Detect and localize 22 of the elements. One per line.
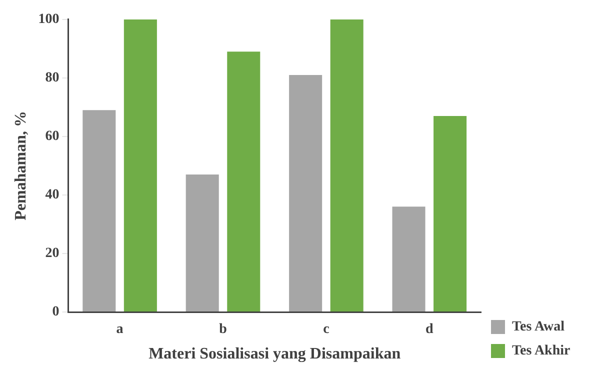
x-tick-label: a	[116, 322, 124, 338]
x-tick-label: b	[219, 322, 228, 338]
legend-label: Tes Awal	[512, 320, 565, 335]
bar	[434, 116, 467, 312]
x-tick-label: d	[426, 322, 434, 338]
y-tick-label: 100	[38, 12, 60, 28]
bar	[186, 174, 219, 312]
x-tick-label: c	[323, 322, 330, 338]
y-tick-label: 40	[45, 188, 60, 203]
bar	[392, 206, 426, 312]
y-tick-label: 80	[45, 70, 60, 86]
bar	[82, 110, 116, 312]
y-axis-title: Pemahaman, %	[12, 111, 30, 220]
x-axis-title: Materi Sosialisasi yang Disampaikan	[148, 346, 401, 363]
y-tick-label: 0	[52, 304, 60, 320]
legend-label: Tes Akhir	[512, 344, 570, 359]
bar	[330, 19, 364, 312]
bar	[124, 19, 157, 312]
bar	[227, 52, 260, 312]
y-tick-label: 60	[45, 129, 60, 144]
y-tick-label: 20	[45, 246, 60, 262]
bar	[289, 74, 322, 312]
